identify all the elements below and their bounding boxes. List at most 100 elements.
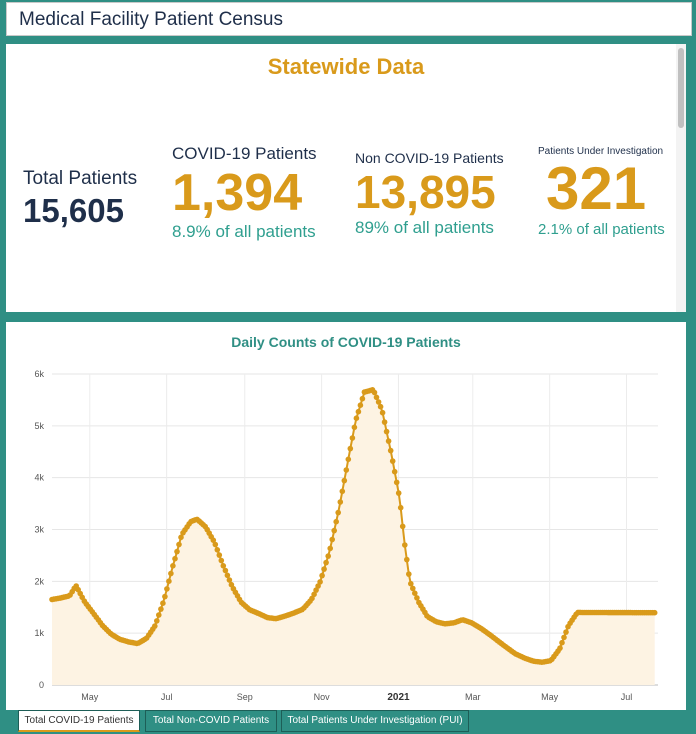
- data-point: [559, 639, 565, 646]
- chart-title: Daily Counts of COVID-19 Patients: [231, 334, 461, 350]
- data-point: [410, 585, 416, 592]
- data-point: [349, 435, 356, 441]
- data-point: [347, 445, 354, 452]
- data-point: [158, 606, 164, 612]
- tab-total-pui[interactable]: Total Patients Under Investigation (PUI): [281, 710, 469, 732]
- data-point: [414, 595, 420, 601]
- data-point: [168, 570, 174, 577]
- data-point: [381, 419, 388, 425]
- x-tick-label: Mar: [465, 692, 481, 702]
- data-point: [339, 488, 346, 495]
- tab-total-non-covid[interactable]: Total Non-COVID Patients: [145, 710, 277, 732]
- data-point: [329, 536, 336, 543]
- data-point: [323, 559, 329, 566]
- data-point: [333, 518, 340, 525]
- page-header: Medical Facility Patient Census: [6, 2, 692, 36]
- stats-heading: Statewide Data: [267, 54, 425, 79]
- data-point: [399, 523, 406, 530]
- stats-scrollbar-track[interactable]: [676, 44, 686, 312]
- data-point: [311, 591, 317, 598]
- data-point: [164, 586, 170, 592]
- data-point: [154, 618, 160, 624]
- x-tick-label: 2021: [387, 692, 410, 703]
- data-point: [391, 468, 398, 475]
- y-tick-label: 1k: [34, 628, 44, 638]
- data-point: [557, 645, 563, 651]
- data-point: [343, 467, 350, 473]
- data-point: [224, 572, 231, 579]
- pui-value: 321: [546, 155, 647, 222]
- pui-label: Patients Under Investigation: [538, 146, 664, 157]
- x-tick-label: May: [81, 692, 99, 702]
- data-point: [174, 548, 180, 555]
- pui-pct: 2.1% of all patients: [538, 221, 665, 238]
- stats-scrollbar-thumb[interactable]: [678, 48, 684, 128]
- data-point: [170, 563, 176, 569]
- data-point: [341, 477, 348, 484]
- x-tick-label: Nov: [314, 692, 331, 702]
- data-point: [176, 541, 182, 548]
- data-point: [412, 590, 418, 596]
- data-point: [379, 409, 386, 416]
- data-point: [178, 534, 184, 541]
- y-tick-label: 4k: [34, 473, 44, 483]
- non-covid-patients-stat: Non COVID-19 Patients 13,895 89% of all …: [355, 150, 504, 238]
- x-tick-label: Jul: [621, 692, 633, 702]
- data-point: [351, 424, 358, 431]
- data-point: [152, 623, 158, 629]
- data-point: [353, 415, 360, 421]
- data-point: [345, 456, 352, 463]
- x-tick-label: Sep: [237, 692, 253, 702]
- x-tick-label: Jul: [161, 692, 173, 702]
- data-point: [357, 402, 364, 408]
- y-tick-label: 2k: [34, 576, 44, 586]
- data-point: [377, 403, 384, 410]
- page-title: Medical Facility Patient Census: [19, 9, 283, 30]
- data-point: [166, 578, 172, 584]
- data-point: [317, 579, 323, 585]
- data-point: [222, 567, 229, 574]
- daily-counts-chart: 0 1k 2k 3k 4k 5k 6k May Jul Sep Nov 2021 Mar May Jul: [34, 369, 658, 703]
- data-point: [156, 612, 162, 618]
- covid-patients-stat: COVID-19 Patients 1,394 8.9% of all pati…: [172, 144, 317, 242]
- tab-bar: Total COVID-19 Patients Total Non-COVID …: [0, 710, 696, 734]
- data-point: [331, 527, 338, 534]
- total-patients-value: 15,605: [23, 192, 124, 229]
- data-point: [172, 555, 178, 562]
- data-point: [389, 458, 396, 464]
- data-point: [395, 490, 402, 496]
- data-point: [387, 447, 394, 454]
- chart-panel: Daily Counts of COVID-19 Patients 0 1k 2k 3…: [6, 322, 686, 710]
- data-point: [210, 537, 217, 543]
- data-point: [218, 557, 225, 564]
- data-point: [335, 509, 342, 516]
- data-point: [408, 580, 414, 587]
- x-tick-label: May: [541, 692, 559, 702]
- non-covid-patients-label: Non COVID-19 Patients: [355, 150, 504, 166]
- tab-total-covid[interactable]: Total COVID-19 Patients: [18, 710, 140, 732]
- total-patients-label: Total Patients: [23, 168, 138, 189]
- series-area: [52, 389, 655, 685]
- data-point: [226, 577, 233, 583]
- data-point: [406, 571, 412, 577]
- data-point: [325, 553, 332, 559]
- data-point: [214, 547, 221, 553]
- data-point: [220, 563, 227, 569]
- data-point: [371, 389, 378, 396]
- data-point: [319, 572, 325, 579]
- data-point: [651, 609, 658, 616]
- data-point: [383, 428, 390, 435]
- covid-patients-label: COVID-19 Patients: [172, 144, 317, 163]
- covid-patients-pct: 8.9% of all patients: [172, 222, 316, 241]
- data-point: [385, 438, 392, 444]
- non-covid-patients-pct: 89% of all patients: [355, 218, 494, 237]
- data-point: [212, 541, 219, 548]
- y-tick-label: 5k: [34, 421, 44, 431]
- statewide-stats-panel: Statewide Data Total Patients 15,605 COV…: [6, 44, 686, 312]
- data-point: [393, 479, 400, 486]
- data-point: [216, 552, 223, 558]
- data-point: [563, 629, 569, 635]
- non-covid-patients-value: 13,895: [355, 166, 496, 218]
- covid-patients-value: 1,394: [172, 164, 303, 222]
- data-point: [404, 556, 410, 563]
